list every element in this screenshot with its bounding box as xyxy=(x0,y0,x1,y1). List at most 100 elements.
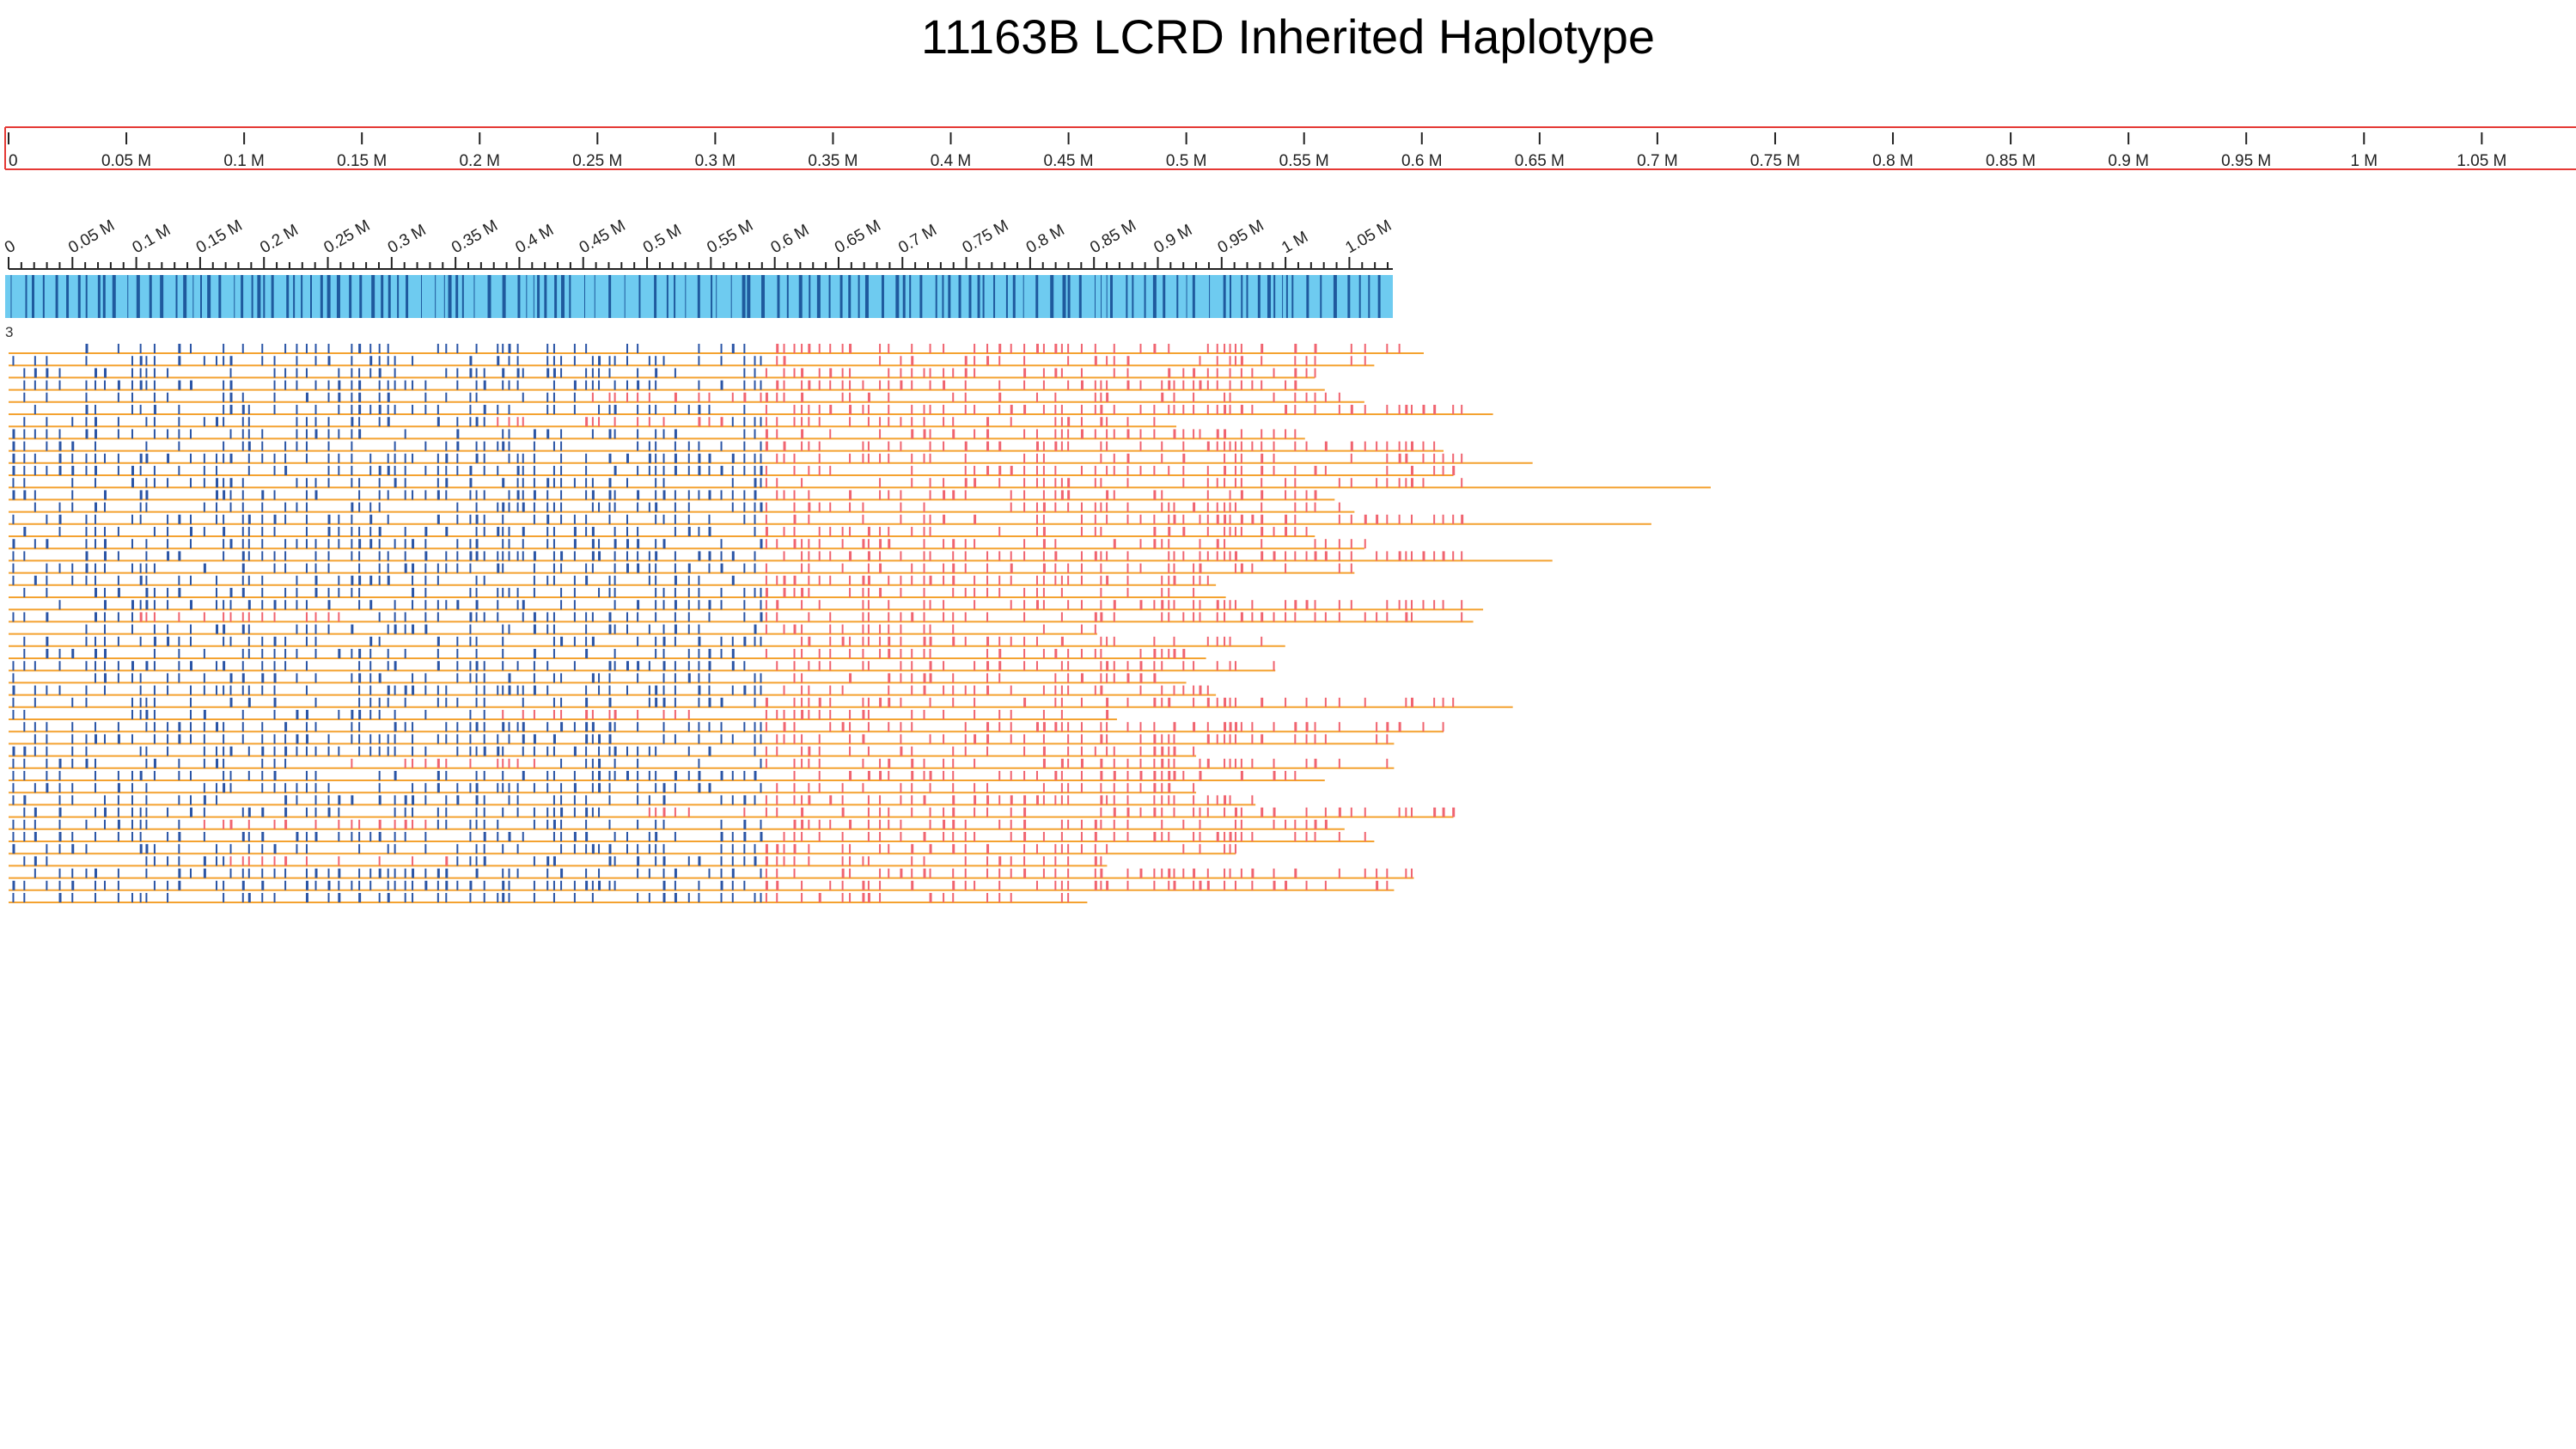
snp-match-mark xyxy=(424,783,427,793)
snp-mismatch-mark xyxy=(1054,490,1057,500)
snp-match-mark xyxy=(573,551,576,561)
snp-mismatch-mark xyxy=(613,392,616,402)
snp-match-mark xyxy=(456,502,459,512)
snp-mismatch-mark xyxy=(1168,600,1170,610)
snp-match-mark xyxy=(731,771,734,780)
snp-match-mark xyxy=(34,734,36,744)
snp-mismatch-mark xyxy=(911,380,913,390)
snp-mismatch-mark xyxy=(1251,380,1254,390)
snp-mismatch-mark xyxy=(1240,490,1243,500)
snp-mismatch-mark xyxy=(1324,612,1327,622)
snp-match-mark xyxy=(546,514,550,524)
snp-match-mark xyxy=(58,429,61,439)
snp-mismatch-mark xyxy=(1113,490,1115,500)
snp-match-mark xyxy=(216,844,218,854)
snp-match-mark xyxy=(552,478,555,488)
snp-match-mark xyxy=(139,893,142,902)
snp-mismatch-mark xyxy=(765,758,767,768)
snp-mismatch-mark xyxy=(1153,807,1157,817)
snp-match-mark xyxy=(708,405,711,414)
snp-mismatch-mark xyxy=(1161,868,1163,878)
snp-match-mark xyxy=(760,441,762,451)
snp-mismatch-mark xyxy=(783,551,785,561)
snp-match-mark xyxy=(445,392,448,402)
snp-mismatch-mark xyxy=(964,380,967,390)
snp-mismatch-mark xyxy=(1161,502,1163,512)
snp-match-mark xyxy=(436,649,439,658)
read-row xyxy=(9,661,1276,672)
snp-match-mark xyxy=(522,368,524,378)
snp-match-mark xyxy=(178,722,181,732)
snp-match-mark xyxy=(552,807,555,817)
snp-mismatch-mark xyxy=(952,783,955,793)
snp-mismatch-mark xyxy=(929,673,932,683)
snp-match-mark xyxy=(216,478,219,488)
snp-match-mark xyxy=(46,588,48,597)
snp-mismatch-mark xyxy=(879,697,882,707)
snp-match-mark xyxy=(273,868,276,878)
snp-mismatch-mark xyxy=(1405,478,1407,488)
snp-mismatch-mark xyxy=(888,405,890,414)
snp-match-mark xyxy=(698,771,701,780)
snp-mismatch-mark xyxy=(765,746,767,756)
snp-mismatch-mark xyxy=(1285,771,1287,780)
snp-mismatch-mark xyxy=(900,734,902,744)
snp-mismatch-mark xyxy=(1113,807,1116,817)
snp-match-mark xyxy=(145,575,148,585)
snp-match-mark xyxy=(674,868,677,878)
snp-mismatch-mark xyxy=(808,575,810,585)
snp-match-mark xyxy=(626,453,630,463)
snp-match-mark xyxy=(223,661,226,671)
snp-mismatch-mark xyxy=(1285,490,1287,500)
snp-mismatch-mark xyxy=(1153,673,1157,683)
snp-match-mark xyxy=(378,795,382,805)
snp-match-mark xyxy=(760,466,763,475)
snp-match-mark xyxy=(34,429,36,439)
snp-mismatch-mark xyxy=(1023,551,1026,561)
snp-match-mark xyxy=(598,734,601,744)
snp-match-mark xyxy=(720,539,723,549)
snp-match-mark xyxy=(598,356,601,366)
snp-match-mark xyxy=(637,783,639,793)
snp-match-mark xyxy=(131,673,133,683)
snp-mismatch-mark xyxy=(1106,673,1108,683)
snp-mismatch-mark xyxy=(1251,868,1254,878)
snp-match-mark xyxy=(178,466,180,475)
snp-mismatch-mark xyxy=(1376,551,1378,561)
snp-match-mark xyxy=(241,417,244,427)
snp-mismatch-mark xyxy=(1324,441,1328,451)
snp-mismatch-mark xyxy=(911,429,914,439)
snp-match-mark xyxy=(394,832,396,841)
snp-mismatch-mark xyxy=(1206,880,1210,890)
snp-match-mark xyxy=(327,514,331,524)
snp-mismatch-mark xyxy=(888,819,890,829)
snp-mismatch-mark xyxy=(1161,734,1163,744)
snp-mismatch-mark xyxy=(1285,880,1288,890)
snp-mismatch-mark xyxy=(1080,624,1083,634)
snp-match-mark xyxy=(497,344,499,353)
snp-match-mark xyxy=(516,588,519,597)
snp-mismatch-mark xyxy=(497,417,499,427)
snp-match-mark xyxy=(358,527,361,536)
snp-match-mark xyxy=(12,441,15,451)
snp-match-mark xyxy=(456,697,459,707)
snp-mismatch-mark xyxy=(1193,429,1195,439)
snp-mismatch-mark xyxy=(674,392,677,402)
snp-mismatch-mark xyxy=(1054,539,1057,549)
snp-match-mark xyxy=(613,746,617,756)
snp-mismatch-mark xyxy=(879,527,882,536)
snp-match-mark xyxy=(261,893,264,902)
snp-mismatch-mark xyxy=(1010,405,1013,414)
snp-mismatch-mark xyxy=(849,722,852,732)
snp-match-mark xyxy=(85,819,88,829)
snp-match-mark xyxy=(585,636,588,646)
snp-match-mark xyxy=(23,392,26,402)
snp-mismatch-mark xyxy=(1364,832,1366,841)
snp-match-mark xyxy=(720,856,723,866)
snp-mismatch-mark xyxy=(793,466,796,475)
snp-mismatch-mark xyxy=(776,795,778,805)
snp-match-mark xyxy=(648,661,650,671)
snp-match-mark xyxy=(516,380,519,390)
snp-match-mark xyxy=(760,868,762,878)
snp-match-mark xyxy=(552,819,556,829)
